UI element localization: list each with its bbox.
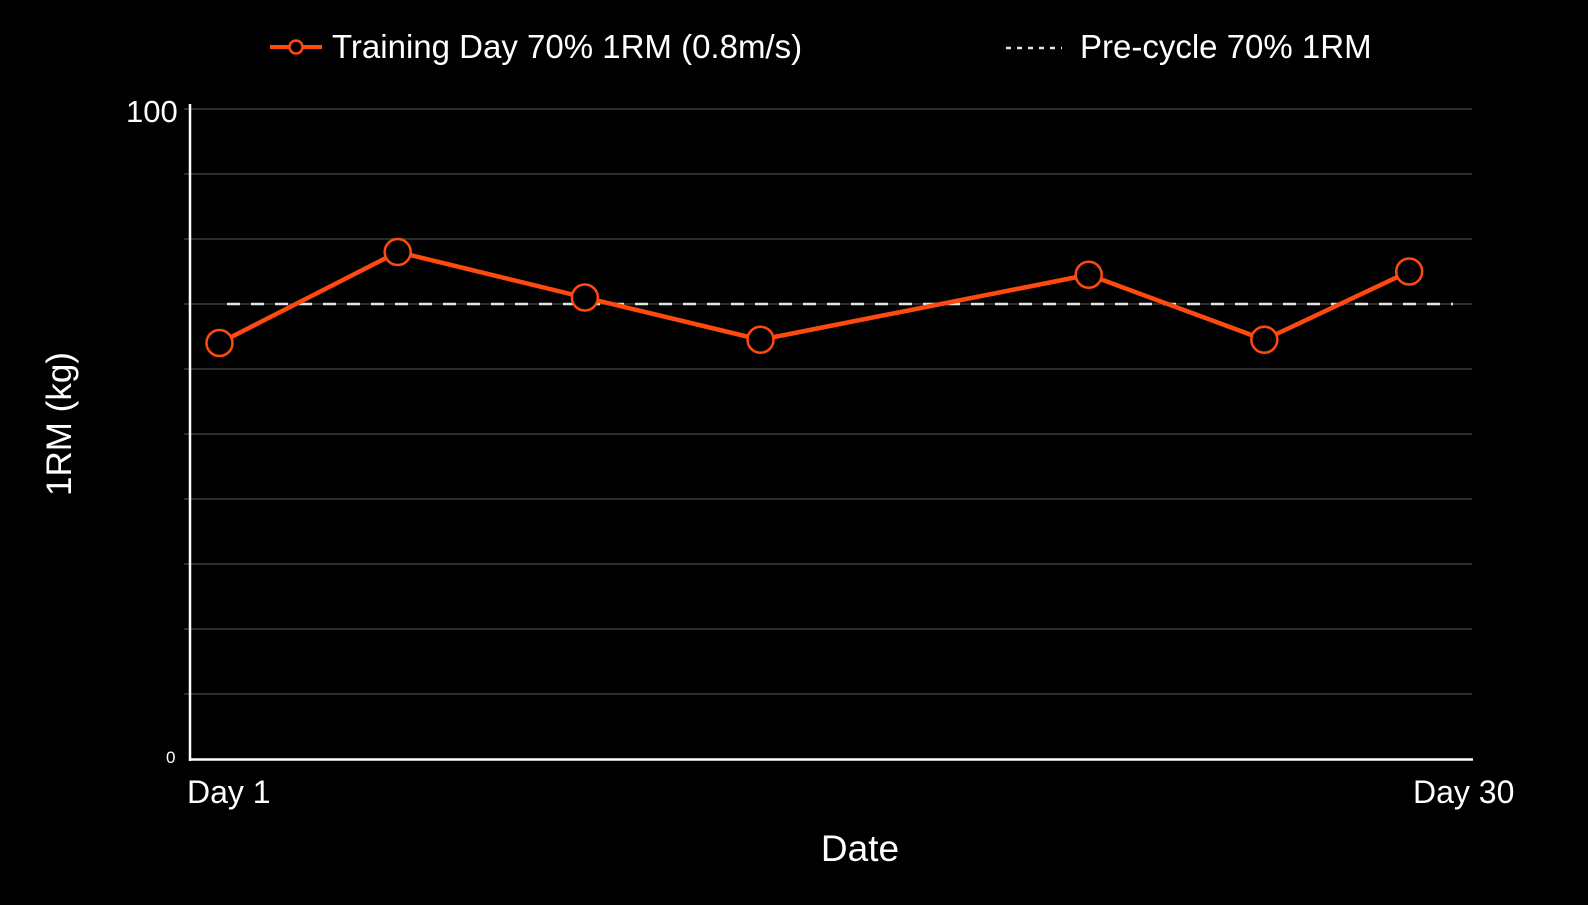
- training-day-markers: [205, 237, 1424, 358]
- y-tick-label-0: 0: [166, 748, 176, 767]
- legend-label-training-day: Training Day 70% 1RM (0.8m/s): [332, 28, 803, 65]
- y-tick-label-100: 100: [126, 94, 178, 129]
- x-tick-label-day-30: Day 30: [1413, 774, 1515, 810]
- data-point-marker[interactable]: [383, 237, 412, 267]
- x-tick-label-day-1: Day 1: [187, 774, 271, 810]
- y-axis-title: 1RM (kg): [40, 352, 79, 496]
- data-point-marker[interactable]: [746, 325, 775, 354]
- gridlines: [184, 108, 1472, 695]
- data-point-marker[interactable]: [1074, 260, 1103, 289]
- legend-line-marker-icon: [270, 39, 322, 55]
- data-point-marker[interactable]: [570, 283, 600, 312]
- chart-legend: Training Day 70% 1RM (0.8m/s) Pre-cycle …: [0, 24, 1588, 70]
- legend-item-pre-cycle[interactable]: Pre-cycle 70% 1RM: [1006, 24, 1372, 70]
- data-point-marker[interactable]: [205, 328, 234, 358]
- legend-item-training-day[interactable]: Training Day 70% 1RM (0.8m/s): [270, 24, 802, 70]
- data-point-marker[interactable]: [1394, 257, 1424, 286]
- legend-label-pre-cycle: Pre-cycle 70% 1RM: [1080, 28, 1372, 65]
- x-axis-title: Date: [820, 828, 900, 869]
- data-point-marker[interactable]: [1250, 325, 1279, 354]
- legend-dashed-line-icon: [1006, 46, 1062, 50]
